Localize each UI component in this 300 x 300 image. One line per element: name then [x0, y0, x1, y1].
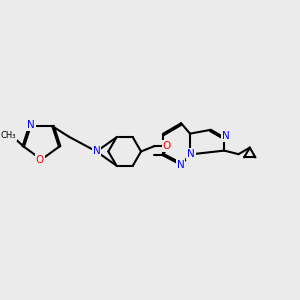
Text: N: N: [187, 149, 194, 160]
Text: O: O: [163, 141, 171, 151]
Text: N: N: [27, 120, 34, 130]
Text: O: O: [36, 154, 44, 164]
Text: N: N: [93, 146, 100, 157]
Text: N: N: [222, 131, 230, 141]
Text: N: N: [177, 160, 184, 170]
Text: CH₃: CH₃: [0, 131, 16, 140]
